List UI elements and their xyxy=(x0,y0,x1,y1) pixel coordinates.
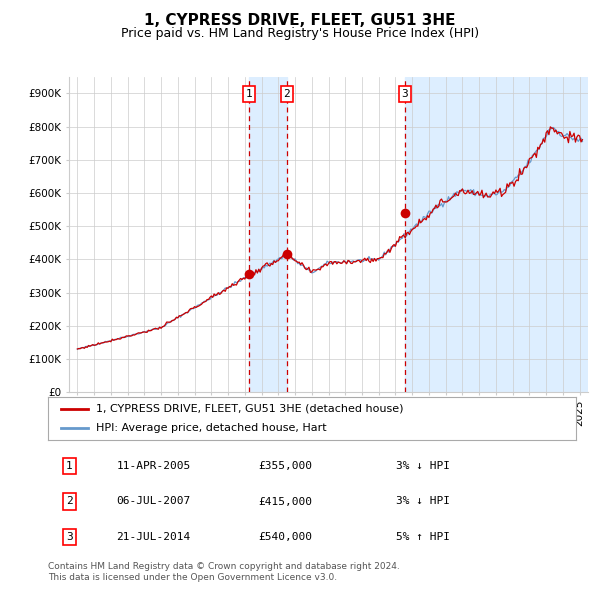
Text: 21-JUL-2014: 21-JUL-2014 xyxy=(116,532,191,542)
Text: 3: 3 xyxy=(401,89,408,99)
Text: 06-JUL-2007: 06-JUL-2007 xyxy=(116,497,191,506)
Text: Price paid vs. HM Land Registry's House Price Index (HPI): Price paid vs. HM Land Registry's House … xyxy=(121,27,479,40)
Bar xyxy=(250,77,287,392)
Text: £355,000: £355,000 xyxy=(259,461,313,471)
Text: 3: 3 xyxy=(66,532,73,542)
Text: 1: 1 xyxy=(246,89,253,99)
Text: 1, CYPRESS DRIVE, FLEET, GU51 3HE: 1, CYPRESS DRIVE, FLEET, GU51 3HE xyxy=(144,13,456,28)
Text: 2: 2 xyxy=(283,89,290,99)
Text: 2: 2 xyxy=(66,497,73,506)
Text: 5% ↑ HPI: 5% ↑ HPI xyxy=(397,532,451,542)
Text: 1, CYPRESS DRIVE, FLEET, GU51 3HE (detached house): 1, CYPRESS DRIVE, FLEET, GU51 3HE (detac… xyxy=(95,404,403,414)
Text: £415,000: £415,000 xyxy=(259,497,313,506)
Text: 1: 1 xyxy=(66,461,73,471)
Text: Contains HM Land Registry data © Crown copyright and database right 2024.
This d: Contains HM Land Registry data © Crown c… xyxy=(48,562,400,582)
Text: HPI: Average price, detached house, Hart: HPI: Average price, detached house, Hart xyxy=(95,423,326,433)
Text: 3% ↓ HPI: 3% ↓ HPI xyxy=(397,461,451,471)
Text: 11-APR-2005: 11-APR-2005 xyxy=(116,461,191,471)
Text: £540,000: £540,000 xyxy=(259,532,313,542)
Text: 3% ↓ HPI: 3% ↓ HPI xyxy=(397,497,451,506)
Bar xyxy=(404,77,588,392)
